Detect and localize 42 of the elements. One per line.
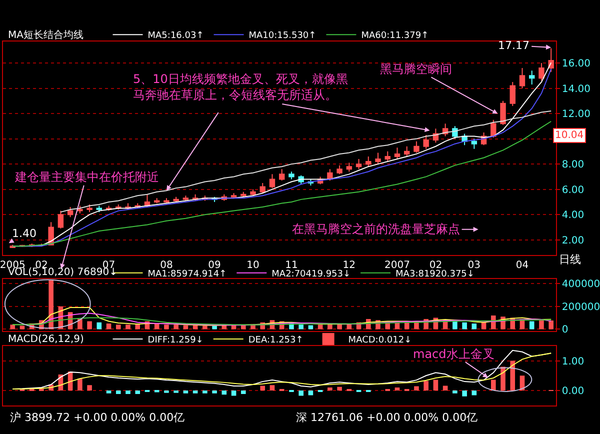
y-tick-label: 12.00 [562,109,591,120]
x-tick-label: 2007 [384,260,410,272]
y-tick-label: 16.00 [562,58,591,70]
y-tick-label: 8.00 [562,160,584,171]
annotation: 马奔驰在草原上，令短线客无所适从。 [133,88,337,102]
y-tick-label: 0.00 [562,386,584,397]
legend-label: MA10:15.530↑ [248,31,316,42]
x-tick-label: 04 [516,260,529,272]
y-tick-label: 400000 [562,279,600,290]
annotation: 在黑马腾空之前的洗盘量芝麻点 [292,222,460,236]
annotation: macd水上金叉 [413,347,494,361]
x-tick-label: 12 [342,260,356,272]
legend-label: DEA:1.253↑ [248,336,304,346]
chart-title: MACD(26,12,9) [8,334,84,345]
y-tick-label: 14.00 [562,84,591,95]
legend-label: MA60:11.379↑ [361,31,429,42]
text: 深 12761.06 +0.00 0.00% 0.00亿 [296,411,478,424]
y-tick-label: 200000 [562,302,600,313]
y-tick-label: 6.00 [562,184,584,196]
text: 日线 [559,253,581,266]
annotation: 黑马腾空瞬间 [380,62,452,76]
legend-label: DIFF:1.259↓ [148,336,204,346]
x-tick-label: 03 [468,260,481,272]
legend-label: MA2:70419.953↓ [272,269,351,280]
annotation: 1.40 [12,227,36,240]
legend-label: MA1:85974.914↑ [148,269,227,280]
legend-label: MACD:0.012↓ [348,336,412,346]
x-tick-label: 08 [160,260,173,272]
y-tick-label: 1.00 [562,356,584,368]
y-tick-label: 4.00 [562,210,584,222]
text: 沪 3899.72 +0.00 0.00% 0.00亿 [10,411,185,424]
x-tick-label: 10 [246,260,260,272]
x-tick-label: 09 [208,260,221,272]
annotation: 17.17 [498,39,530,52]
annotation: 10.04 [555,130,584,141]
y-tick-label: 0 [562,324,568,336]
y-tick-label: 2.00 [562,235,584,246]
annotation: 5、10日均线频繁地金叉、死叉，就像黑 [133,72,348,86]
legend-label: MA5:16.03↑ [148,31,204,42]
legend-label: MA3:81920.375↓ [396,269,474,280]
chart-title: MA短长结合均线 [8,29,84,41]
annotation: 建仓量主要集中在价托附近 [14,170,159,184]
